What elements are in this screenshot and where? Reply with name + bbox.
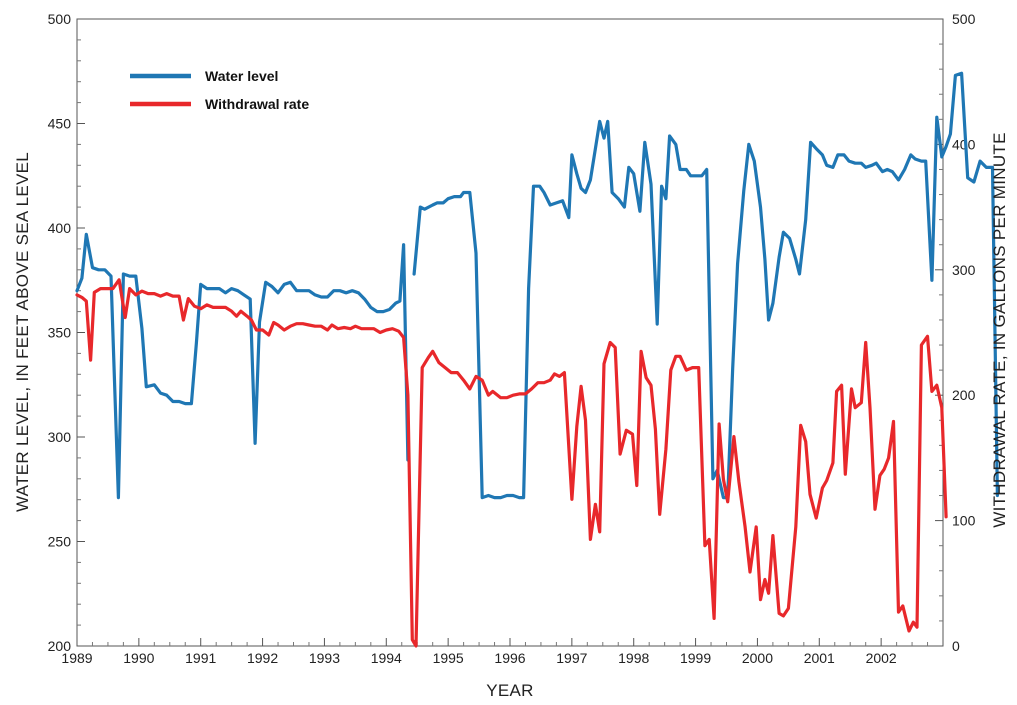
x-tick-label: 1998 — [618, 650, 649, 666]
y-right-tick-label: 400 — [952, 136, 976, 152]
legend: Water level Withdrawal rate — [130, 68, 309, 112]
y-left-tick-label: 450 — [48, 116, 72, 132]
x-tick-label: 2000 — [742, 650, 773, 666]
legend-label-withdrawal-rate: Withdrawal rate — [205, 96, 309, 112]
y-axis-right: 0 100 200 300 400 500 — [935, 11, 976, 654]
x-tick-label: 1991 — [185, 650, 216, 666]
y-axis-left-title: WATER LEVEL, IN FEET ABOVE SEA LEVEL — [13, 152, 32, 512]
x-tick-label: 2002 — [866, 650, 897, 666]
y-right-tick-label: 0 — [952, 638, 960, 654]
y-left-tick-label: 200 — [48, 638, 72, 654]
y-right-tick-label: 200 — [952, 387, 976, 403]
x-tick-label: 1992 — [247, 650, 278, 666]
y-axis-left: 200 250 300 350 400 450 500 — [48, 11, 85, 654]
x-tick-label: 1997 — [556, 650, 587, 666]
plot-frame — [76, 18, 944, 647]
y-right-tick-label: 100 — [952, 513, 976, 529]
y-left-tick-label: 500 — [48, 11, 72, 27]
x-tick-label: 1990 — [123, 650, 154, 666]
x-tick-label: 1996 — [494, 650, 525, 666]
x-tick-label: 1989 — [61, 650, 92, 666]
x-axis: 1989 1990 1991 1992 1993 1994 1995 1996 1997 1998… — [61, 638, 929, 666]
series-line-withdrawal-rate — [75, 278, 948, 648]
y-left-tick-label: 400 — [48, 220, 72, 236]
y-left-tick-label: 250 — [48, 534, 72, 550]
x-tick-label: 1999 — [680, 650, 711, 666]
y-right-tick-label: 300 — [952, 262, 976, 278]
x-axis-title: YEAR — [486, 681, 534, 700]
x-tick-label: 1995 — [433, 650, 464, 666]
y-left-tick-label: 300 — [48, 429, 72, 445]
x-tick-label: 1994 — [371, 650, 402, 666]
x-tick-label: 2001 — [804, 650, 835, 666]
y-axis-right-title: WITHDRAWAL RATE, IN GALLONS PER MINUTE — [990, 132, 1009, 528]
y-right-tick-label: 500 — [952, 11, 976, 27]
series-line-water-level — [75, 71, 999, 500]
x-tick-label: 1993 — [309, 650, 340, 666]
legend-label-water-level: Water level — [205, 68, 278, 84]
series-layer — [75, 71, 999, 648]
y-left-tick-label: 350 — [48, 325, 72, 341]
